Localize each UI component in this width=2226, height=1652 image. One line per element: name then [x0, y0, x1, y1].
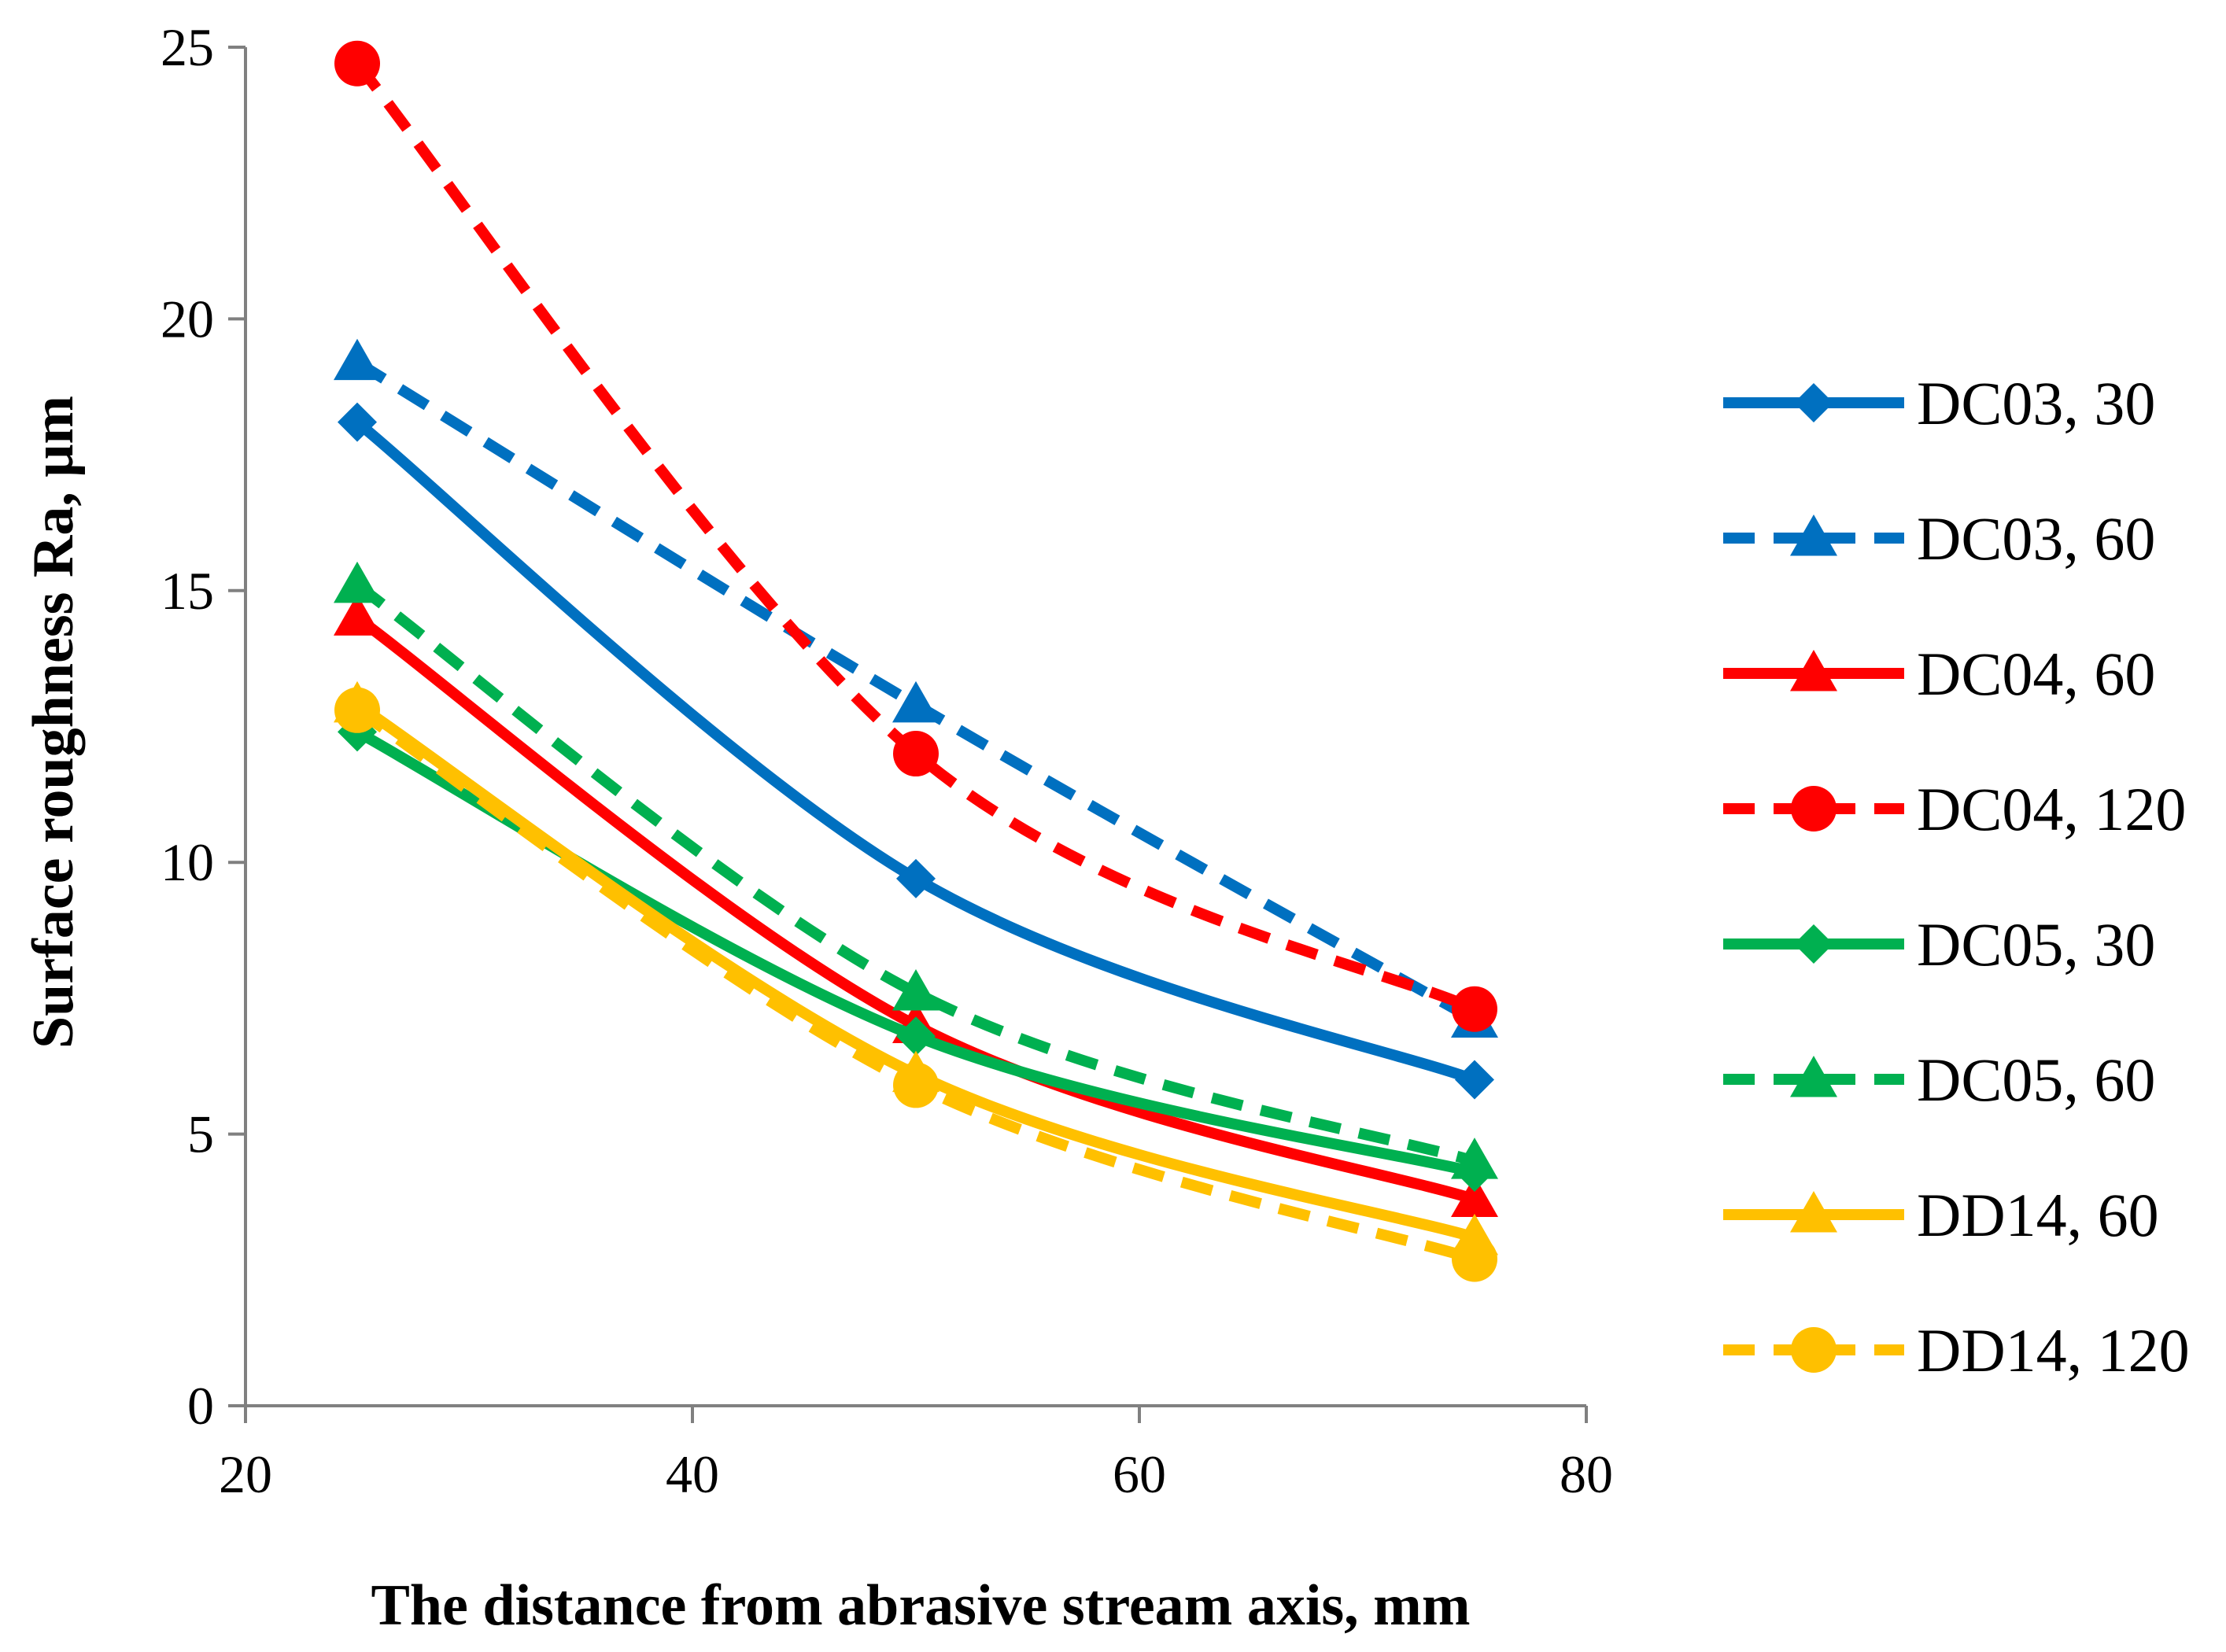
- y-axis-title: Surface roughness Ra, μm: [21, 396, 86, 1049]
- data-point: [334, 338, 381, 381]
- y-tick-label: 0: [187, 1376, 214, 1436]
- legend-label: DD14, 60: [1917, 1181, 2159, 1249]
- data-point: [892, 968, 939, 1011]
- legend-marker: [1790, 1191, 1837, 1233]
- data-point: [1452, 986, 1497, 1032]
- legend-item: DC04, 120: [1723, 775, 2186, 843]
- data-point: [1452, 1236, 1497, 1282]
- data-point: [334, 594, 381, 636]
- y-tick-label: 15: [161, 561, 214, 621]
- legend-marker: [1791, 1327, 1837, 1373]
- data-point: [893, 1062, 939, 1108]
- data-point: [334, 40, 380, 87]
- series-group: [334, 687, 1497, 1282]
- series-line: [353, 581, 1477, 1167]
- series-group: [334, 40, 1497, 1032]
- legend-item: DC04, 60: [1723, 640, 2155, 708]
- legend-label: DC03, 30: [1917, 369, 2155, 437]
- legend-marker: [1791, 786, 1837, 832]
- data-point: [892, 680, 939, 723]
- legend-item: DC05, 60: [1723, 1045, 2155, 1114]
- series-group: [334, 338, 1498, 1038]
- legend-label: DD14, 120: [1917, 1316, 2190, 1385]
- legend-marker: [1790, 650, 1837, 691]
- data-point: [896, 858, 936, 898]
- legend: DC03, 30 DC03, 60 DC04, 60 DC04, 120 DC05, 3…: [1723, 369, 2190, 1385]
- series-group: [338, 402, 1494, 1100]
- x-tick-label: 80: [1560, 1444, 1613, 1504]
- legend-item: DC03, 30: [1723, 369, 2155, 437]
- legend-item: DC05, 30: [1723, 910, 2155, 979]
- x-tick-label: 20: [219, 1444, 272, 1504]
- legend-label: DC04, 60: [1917, 640, 2155, 708]
- data-point: [334, 561, 381, 603]
- legend-marker: [1790, 1056, 1837, 1097]
- plot-axes: 0 5 10 15 20 25 20 40 60 80: [161, 17, 1613, 1504]
- data-point: [1451, 1175, 1498, 1217]
- y-tick-label: 25: [161, 17, 214, 77]
- legend-marker: [1794, 383, 1833, 422]
- series-group: [334, 561, 1498, 1179]
- data-point: [338, 402, 377, 442]
- x-axis-title: The distance from abrasive stream axis, …: [371, 1573, 1471, 1638]
- x-tick-label: 40: [666, 1444, 719, 1504]
- legend-item: DD14, 60: [1723, 1181, 2159, 1249]
- legend-label: DC03, 60: [1917, 504, 2155, 573]
- series-line: [353, 60, 1477, 1015]
- legend-label: DC05, 60: [1917, 1045, 2155, 1114]
- y-tick-label: 20: [161, 289, 214, 348]
- data-point: [1455, 1060, 1494, 1100]
- legend-marker: [1794, 924, 1833, 964]
- legend-label: DC04, 120: [1917, 775, 2186, 843]
- legend-label: DC05, 30: [1917, 910, 2155, 979]
- data-point: [334, 687, 380, 733]
- y-tick-label: 5: [187, 1104, 214, 1164]
- data-point: [1451, 1138, 1498, 1179]
- x-tick-label: 60: [1113, 1444, 1166, 1504]
- data-point: [893, 731, 939, 777]
- data-point: [896, 1016, 936, 1056]
- legend-marker: [1790, 514, 1837, 556]
- plot-series: [334, 40, 1498, 1282]
- legend-item: DD14, 120: [1723, 1316, 2190, 1385]
- legend-item: DC03, 60: [1723, 504, 2155, 573]
- y-tick-label: 10: [161, 832, 214, 892]
